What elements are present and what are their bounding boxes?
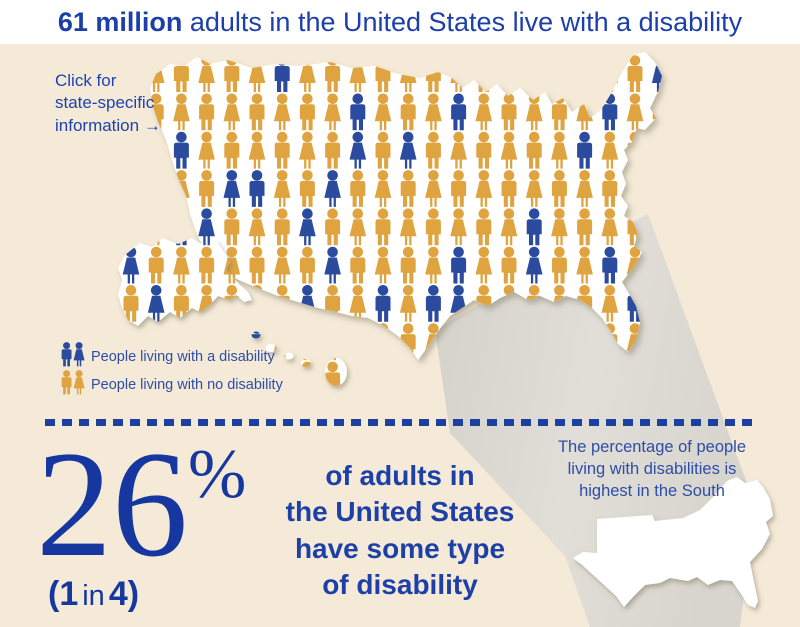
us-map[interactable] <box>123 52 669 398</box>
page-title: 61 million adults in the United States l… <box>58 7 742 38</box>
stat-sub-mid: in <box>82 579 105 612</box>
legend-label: People living with no disability <box>91 377 283 393</box>
stat-unit: % <box>188 436 247 513</box>
legend-item-no-disability: People living with no disability <box>60 370 283 395</box>
stat-block: 26% (1 in 4) <box>36 428 286 614</box>
stat-value: 26 <box>36 420 188 588</box>
legend-no-disability-icon <box>61 370 85 395</box>
title-rest: adults in the United States live with a … <box>182 6 743 37</box>
dashed-divider <box>45 419 753 426</box>
state-info-link[interactable]: Click for state-specific information → <box>55 71 161 135</box>
title-bar: 61 million adults in the United States l… <box>0 0 800 44</box>
map-legend: People living with a disability People l… <box>60 342 283 395</box>
south-region-map <box>573 477 773 608</box>
legend-disability-icon <box>61 342 85 367</box>
stat-subtitle: (1 in 4) <box>36 575 286 614</box>
stat-value-line: 26% <box>36 428 286 580</box>
south-note: The percentage of people living with dis… <box>557 438 747 500</box>
stat-sub-open: (1 <box>48 574 79 613</box>
legend-label: People living with a disability <box>91 349 275 365</box>
hawaii-islands[interactable] <box>123 55 669 398</box>
south-outline <box>573 477 773 608</box>
stat-description: of adults in the United States have some… <box>285 460 515 601</box>
stat-sub-close: 4) <box>108 574 140 613</box>
alaska-map[interactable] <box>118 55 669 398</box>
title-highlight: 61 million <box>57 6 183 37</box>
legend-item-disability: People living with a disability <box>60 342 283 367</box>
